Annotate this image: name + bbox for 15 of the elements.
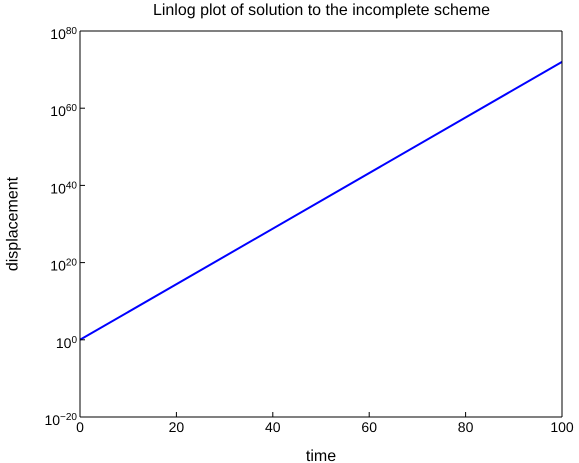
x-tick-label: 0 <box>76 419 84 435</box>
chart-title: Linlog plot of solution to the incomplete scheme <box>152 2 492 20</box>
x-tick-label: 60 <box>361 419 378 435</box>
y-tick-label: 10$^{0}$ <box>56 334 78 351</box>
y-tick-label: 10$^{80}$ <box>50 26 78 42</box>
y-tick-label: 10$^{−20}$ <box>44 412 78 428</box>
y-tick-label: 10$^{40}$ <box>50 180 78 196</box>
x-axis-title: time <box>306 448 336 463</box>
y-axis-title: displacement <box>4 176 22 272</box>
x-tick-label: 20 <box>168 419 184 435</box>
y-tick-label: 10$^{20}$ <box>50 257 78 274</box>
x-tick-label: 100 <box>550 419 574 435</box>
y-tick-label: 10$^{60}$ <box>50 102 78 120</box>
x-tick-label: 80 <box>458 419 474 435</box>
x-tick-label: 40 <box>265 419 281 435</box>
